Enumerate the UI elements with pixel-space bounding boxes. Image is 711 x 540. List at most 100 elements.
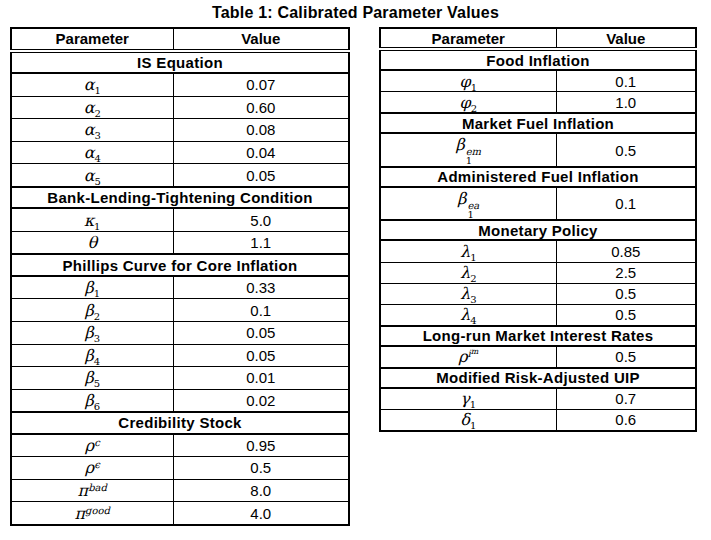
param-symbol: λ1 [460,242,477,261]
section-row: Food Inflation [380,49,696,70]
param-subscript: 2 [94,311,100,322]
param-symbol: β1 [84,278,100,297]
value-cell: 1.0 [556,92,696,114]
param-superscript: c [94,437,100,448]
section-header-cell: Administered Fuel Inflation [380,167,696,187]
section-row: Market Fuel Inflation [380,113,696,133]
value-cell: 4.0 [173,502,349,525]
param-base: β [84,278,93,297]
value-cell: 0.01 [173,367,349,390]
table-row: β30.05 [11,321,349,344]
param-base: β [84,323,93,342]
param-base: κ [84,211,94,230]
value-cell: 0.08 [173,119,349,142]
value-cell: 0.1 [173,299,349,322]
param-superscript-text: c [94,437,100,448]
table-row: πgood4.0 [11,502,349,525]
section-row: Monetary Policy [380,220,696,240]
value-cell: 0.5 [556,133,696,167]
value-cell: 0.05 [173,164,349,187]
section-header-cell: IS Equation [11,51,349,74]
section-row: Credibility Stock [11,412,349,433]
param-symbol: α1 [84,75,101,94]
table-row: βea1 0.1 [380,187,696,221]
parameter-cell: λ4 [380,304,556,326]
param-superscript-text: bad [88,482,107,493]
param-base: π [78,481,89,500]
header-row: ParameterValue [380,28,696,49]
parameter-cell: λ1 [380,240,556,262]
param-symbol: βea1 [457,189,479,208]
calibrated-parameters-table-left: ParameterValueIS Equationα10.07α20.60α30… [10,27,350,526]
param-symbol: δ1 [460,410,476,429]
section-header-cell: Phillips Curve for Core Inflation [11,254,349,275]
param-nested-superscript: m [471,347,479,356]
section-row: Phillips Curve for Core Inflation [11,254,349,275]
param-base: β [84,301,93,320]
column-header-cell: Value [556,28,696,49]
table-row: β10.33 [11,276,349,299]
param-base: φ [459,93,470,112]
param-subsup-stack: ea1 [467,201,479,219]
parameter-cell: πgood [11,502,173,525]
value-cell: 0.95 [173,434,349,457]
param-subscript: 2 [470,273,476,283]
value-cell: 0.04 [173,141,349,164]
column-header-cell: Value [173,28,349,51]
header-row: ParameterValue [11,28,349,51]
section-header-cell: Credibility Stock [11,412,349,433]
parameter-cell: βea1 [380,187,556,221]
param-symbol: α4 [84,143,101,162]
parameter-cell: γ1 [380,388,556,410]
parameter-cell: β2 [11,299,173,322]
calibrated-parameters-table-right: ParameterValueFood Inflationφ10.1φ21.0Ma… [379,27,697,432]
param-symbol: πbad [78,481,107,500]
param-base: λ [460,305,470,324]
param-symbol: θ [87,233,97,252]
parameter-cell: β5 [11,367,173,390]
table-row: ρim0.5 [380,346,696,368]
param-superscript: ϵ [94,459,100,470]
param-base: π [75,504,86,523]
table-row: δ10.6 [380,409,696,431]
parameter-cell: φ1 [380,70,556,92]
param-symbol: ρim [458,347,478,366]
param-subscript: 1 [470,252,476,262]
param-base: β [84,391,93,410]
parameter-cell: θ [11,231,173,254]
param-symbol: φ1 [459,72,477,91]
param-subscript: 1 [94,85,100,96]
param-superscript-text: ϵ [94,459,100,470]
table-row: β20.1 [11,299,349,322]
param-base: ρ [85,458,94,477]
table-row: πbad8.0 [11,479,349,502]
table-row: β5 0.01 [11,367,349,390]
table-row: φ10.1 [380,70,696,92]
table-row: βem1 0.5 [380,133,696,167]
table-row: γ10.7 [380,388,696,410]
param-subscript: 2 [94,108,100,119]
parameter-cell: α4 [11,141,173,164]
param-subsup-stack: em1 [466,147,481,165]
table-row: φ2 1.0 [380,92,696,114]
value-cell: 0.5 [556,304,696,326]
parameter-cell: πbad [11,479,173,502]
parameter-cell: β6 [11,389,173,412]
param-symbol: βem1 [455,135,481,154]
param-base: γ [460,389,470,408]
value-cell: 0.1 [556,187,696,221]
parameter-cell: ρc [11,434,173,457]
param-symbol: α5 [84,166,101,185]
param-subscript: 2 [471,103,477,114]
table-row: ρϵ0.5 [11,457,349,480]
parameter-cell: α3 [11,119,173,142]
param-base: φ [459,72,470,91]
table-row: κ15.0 [11,208,349,231]
section-header-cell: Modified Risk-Adjusted UIP [380,368,696,388]
table-row: α20.60 [11,96,349,119]
param-symbol: β5 [84,368,100,387]
param-subscript: 1 [94,288,100,299]
section-row: Long-run Market Interest Rates [380,326,696,346]
parameter-cell: α1 [11,73,173,96]
parameter-cell: βem1 [380,133,556,167]
